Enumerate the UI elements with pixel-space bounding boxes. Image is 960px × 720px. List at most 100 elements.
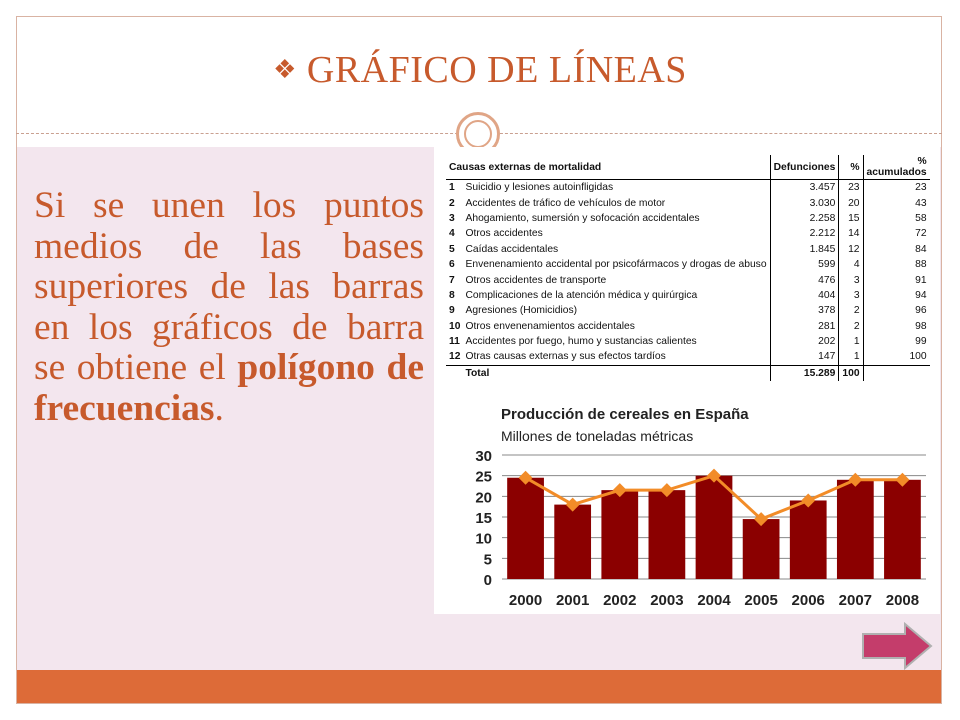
table-row: 3 Ahogamiento, sumersión y sofocación acc… bbox=[446, 210, 930, 227]
body-text-part: Si se unen los puntos medios de las base… bbox=[34, 185, 424, 388]
table-row-number: 2 bbox=[449, 197, 455, 209]
table-pct-cell: 12 bbox=[838, 241, 864, 257]
y-tick-label: 5 bbox=[484, 551, 492, 568]
table-total-pct: 100 bbox=[838, 364, 864, 382]
table-deaths-cell: 476 bbox=[770, 272, 840, 288]
line-point bbox=[659, 483, 674, 498]
body-bold-term-2: frecuencias bbox=[34, 387, 215, 429]
table-row: 11 Accidentes por fuego, humo y sustancia… bbox=[446, 333, 930, 350]
table-header-cause: Causas externas de mortalidad bbox=[446, 155, 771, 180]
table-row: 9 Agresiones (Homicidios) 378 2 96 bbox=[446, 303, 930, 319]
table-row: 4 Otros accidentes 2.212 14 72 bbox=[446, 226, 930, 242]
table-row: 10 Otros envenenamientos accidentales 281 2… bbox=[446, 318, 930, 334]
table-row-number: 7 bbox=[449, 274, 455, 286]
table-row-number: 11 bbox=[449, 336, 460, 348]
y-tick-label: 10 bbox=[475, 531, 492, 548]
table-cumulative-cell: 99 bbox=[915, 336, 927, 348]
x-tick-label: 2003 bbox=[650, 592, 683, 609]
table-deaths-cell: 1.845 bbox=[770, 241, 840, 257]
table-deaths-cell: 599 bbox=[770, 256, 840, 273]
slide-title: ❖ GRÁFICO DE LÍNEAS bbox=[0, 48, 960, 92]
table-cumulative-cell: 91 bbox=[915, 274, 927, 286]
mortality-table: Causas externas de mortalidad Defuncione… bbox=[446, 155, 930, 382]
y-tick-label: 20 bbox=[475, 489, 492, 506]
line-point bbox=[518, 470, 533, 485]
table-deaths-cell: 3.030 bbox=[770, 195, 840, 211]
x-tick-label: 2006 bbox=[792, 592, 825, 609]
x-tick-label: 2004 bbox=[697, 592, 731, 609]
table-pct-cell: 3 bbox=[838, 287, 864, 304]
x-tick-label: 2002 bbox=[603, 592, 636, 609]
table-cumulative-cell: 43 bbox=[915, 197, 927, 209]
table-deaths-cell: 281 bbox=[770, 318, 840, 334]
slide-frame bbox=[16, 16, 942, 704]
bar bbox=[601, 490, 639, 579]
table-deaths-cell: 147 bbox=[770, 349, 840, 366]
cereal-chart: 0 5 10 15 20 25 30 2000 2001 2002 2003 2004 2005 2006… bbox=[475, 448, 926, 609]
x-tick-label: 2000 bbox=[509, 592, 542, 609]
table-row: 8 Complicaciones de la atención médica y … bbox=[446, 287, 930, 304]
body-period: . bbox=[214, 387, 224, 429]
table-cause-cell: Complicaciones de la atención médica y q… bbox=[462, 287, 771, 304]
table-row: 6 Envenenamiento accidental por psicofárm… bbox=[446, 256, 930, 273]
table-pct-cell: 23 bbox=[838, 179, 864, 196]
table-cause-cell: Agresiones (Homicidios) bbox=[462, 303, 771, 319]
table-cumulative-cell: 23 bbox=[915, 182, 927, 194]
line-point bbox=[707, 468, 721, 483]
line-point bbox=[612, 483, 627, 498]
bar bbox=[695, 475, 733, 579]
table-deaths-cell: 404 bbox=[770, 287, 840, 304]
table-row-number: 5 bbox=[449, 243, 455, 255]
next-arrow-icon[interactable] bbox=[861, 622, 933, 670]
table-total-row: Total 15.289 100 bbox=[446, 364, 930, 382]
table-row: 12 Otras causas externas y sus efectos ta… bbox=[446, 349, 930, 366]
table-row-number: 9 bbox=[449, 305, 455, 317]
table-deaths-cell: 378 bbox=[770, 303, 840, 319]
table-row-number: 3 bbox=[449, 212, 455, 224]
table-cumulative-cell: 94 bbox=[915, 289, 927, 301]
table-cause-cell: Otros accidentes bbox=[462, 226, 771, 242]
table-cumulative-cell: 72 bbox=[915, 228, 927, 240]
table-cumulative-cell: 58 bbox=[915, 212, 927, 224]
table-cause-cell: Caídas accidentales bbox=[462, 241, 771, 257]
table-cumulative-cell: 98 bbox=[915, 320, 927, 332]
table-cause-cell: Otros accidentes de transporte bbox=[462, 272, 771, 288]
table-header-deaths: Defunciones bbox=[770, 155, 840, 180]
bar bbox=[884, 479, 921, 579]
table-cumulative-cell: 96 bbox=[915, 305, 927, 317]
table-pct-cell: 2 bbox=[838, 303, 864, 319]
body-paragraph: Si se unen los puntos medios de las base… bbox=[34, 185, 424, 429]
line-point bbox=[754, 512, 769, 527]
table-cause-cell: Accidentes de tráfico de vehículos de mo… bbox=[462, 195, 771, 211]
figure-image: Causas externas de mortalidad Defuncione… bbox=[434, 147, 940, 614]
table-header-row: Causas externas de mortalidad Defuncione… bbox=[446, 155, 930, 180]
chart-title: Producción de cereales en España bbox=[501, 406, 749, 423]
y-tick-label: 30 bbox=[475, 448, 492, 465]
table-pct-cell: 15 bbox=[838, 210, 864, 227]
table-row-number: 12 bbox=[449, 351, 461, 363]
table-cumulative-cell: 100 bbox=[909, 351, 927, 363]
table-cumulative-cell: 88 bbox=[915, 259, 927, 271]
table-pct-cell: 3 bbox=[838, 272, 864, 288]
bar bbox=[742, 519, 780, 579]
table-row-number: 1 bbox=[449, 182, 455, 194]
diamond-bullet-icon: ❖ bbox=[273, 55, 297, 84]
slide-title-text: GRÁFICO DE LÍNEAS bbox=[306, 49, 687, 91]
table-cause-cell: Otros envenenamientos accidentales bbox=[462, 318, 771, 334]
y-tick-label: 0 bbox=[484, 572, 492, 589]
table-row: 2 Accidentes de tráfico de vehículos de m… bbox=[446, 195, 930, 211]
y-tick-label: 15 bbox=[475, 510, 492, 527]
table-cause-cell: Accidentes por fuego, humo y sustancias … bbox=[462, 333, 771, 350]
table-deaths-cell: 2.258 bbox=[770, 210, 840, 227]
line-point bbox=[848, 472, 863, 487]
y-tick-label: 25 bbox=[475, 469, 492, 486]
table-row: 7 Otros accidentes de transporte 476 3 91 bbox=[446, 272, 930, 288]
table-pct-cell: 4 bbox=[838, 256, 864, 273]
x-tick-label: 2008 bbox=[886, 592, 919, 609]
total-spacer bbox=[446, 364, 463, 382]
table-cumulative-cell: 84 bbox=[915, 243, 927, 255]
table-row: 5 Caídas accidentales 1.845 12 84 bbox=[446, 241, 930, 257]
bottom-bar bbox=[17, 670, 941, 703]
table-deaths-cell: 3.457 bbox=[770, 179, 840, 196]
table-row: 1 Suicidio y lesiones autoinfligidas 3.457… bbox=[446, 179, 930, 196]
